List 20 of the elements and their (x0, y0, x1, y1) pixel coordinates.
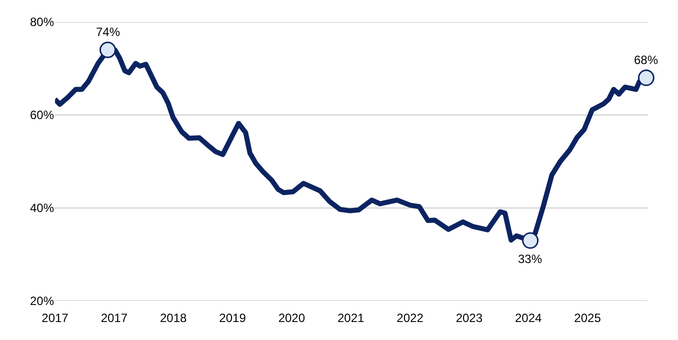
point (638, 70, 654, 86)
x-tick-label: 2019 (219, 311, 246, 325)
x-tick-label: 2024 (515, 311, 542, 325)
annotation: 33% (518, 252, 542, 266)
x-tick-label: 2021 (337, 311, 365, 325)
y-tick-label: 60% (30, 108, 54, 122)
annotation: 74% (96, 25, 120, 39)
annotation: 68% (634, 53, 658, 67)
x-tick-label: 2025 (574, 311, 602, 325)
x-tick-label: 2022 (396, 311, 424, 325)
y-tick-label: 40% (30, 201, 54, 216)
y-tick-label: 20% (30, 294, 54, 308)
x-tick-label: 2020 (278, 311, 306, 325)
y-tick-label: 80% (30, 15, 54, 30)
point (100, 42, 116, 58)
x-tick-label: 2023 (456, 311, 483, 325)
x-tick-label: 2018 (160, 311, 188, 325)
point (522, 232, 539, 249)
x-tick-label: 2017 (100, 311, 128, 325)
x-tick-label: 2017 (42, 311, 69, 325)
